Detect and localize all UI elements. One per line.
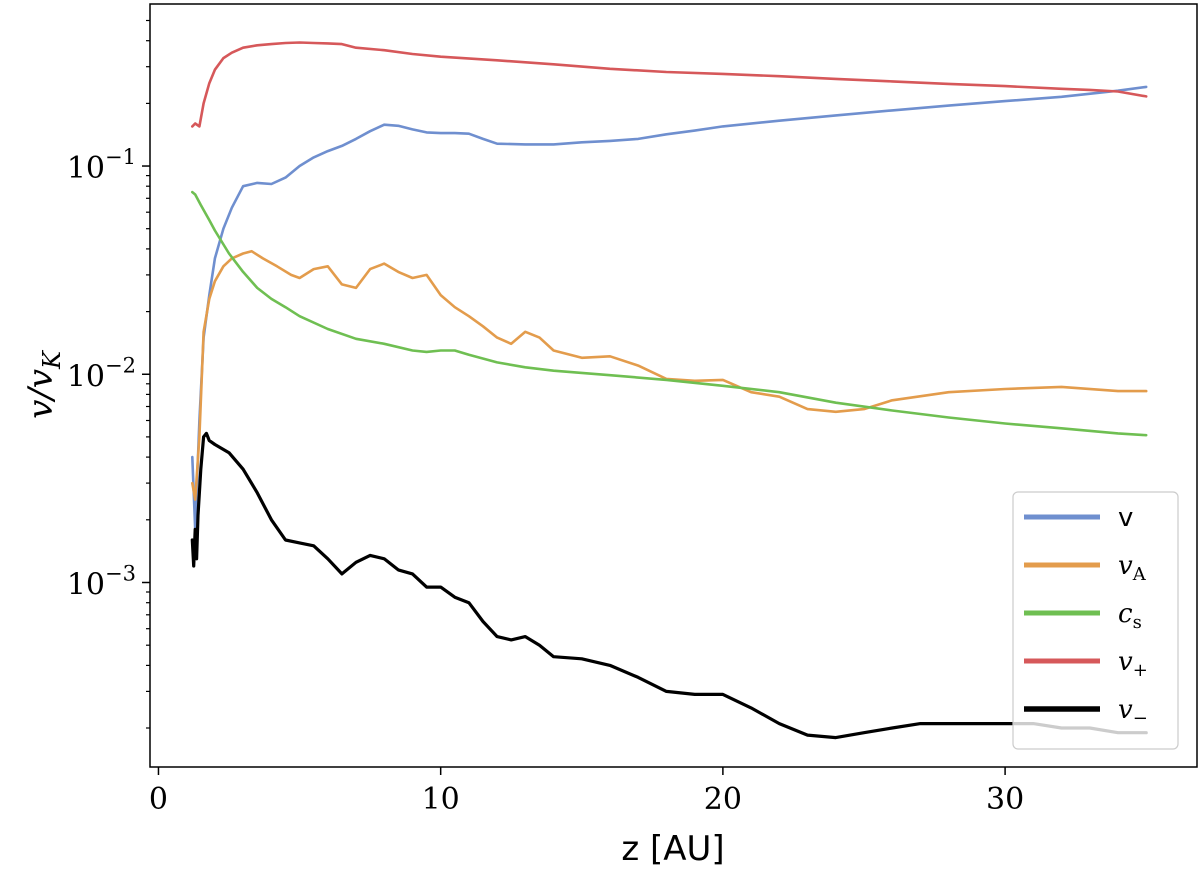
legend-label-2: cs — [1118, 599, 1142, 633]
x-axis-label: z [AU] — [621, 829, 724, 869]
y-axis-label: v/vK — [21, 349, 66, 419]
series-line-0 — [191, 85, 1148, 531]
legend-label-sub-1: A — [1132, 564, 1147, 585]
legend-label-1: vA — [1118, 551, 1147, 585]
x-tick-label-1: 10 — [422, 782, 460, 817]
y-tick-base-0: 10 — [67, 567, 105, 602]
y-tick-base-1: 10 — [67, 359, 105, 394]
y-tick-exp-2: −1 — [105, 145, 136, 169]
x-axis: 0 10 20 30 — [149, 767, 1024, 817]
y-tick-label-1: 10−2 — [67, 353, 136, 394]
legend-label-name-4: v — [1118, 695, 1133, 725]
x-tick-label-2: 20 — [704, 782, 742, 817]
legend-label-sub-2: s — [1133, 612, 1142, 633]
series-line-1 — [191, 249, 1148, 501]
legend-box — [1012, 491, 1179, 750]
plot-frame — [149, 3, 1198, 768]
legend-label-name-3: v — [1118, 647, 1133, 677]
y-tick-exp-0: −3 — [105, 561, 136, 585]
y-tick-label-2: 10−1 — [67, 145, 136, 186]
x-tick-label-3: 30 — [986, 782, 1024, 817]
legend-label-sub-3: + — [1133, 660, 1148, 681]
y-axis-label-sub: K — [38, 349, 66, 370]
legend-label-3: v+ — [1118, 647, 1148, 681]
legend-label-0: v — [1118, 503, 1133, 533]
legend-label-4: v− — [1118, 695, 1148, 729]
series-line-4 — [190, 431, 1148, 740]
legend-label-name-1: v — [1118, 551, 1133, 581]
legend-label-name-2: c — [1118, 599, 1133, 629]
y-tick-base-2: 10 — [67, 151, 105, 186]
series-layer — [190, 41, 1148, 740]
legend-label-sub-4: − — [1133, 708, 1148, 729]
y-tick-exp-1: −2 — [105, 353, 136, 377]
y-axis-label-base: v/v — [21, 369, 61, 419]
y-tick-label-0: 10−3 — [67, 561, 136, 602]
series-line-2 — [191, 190, 1148, 437]
x-tick-label-0: 0 — [149, 782, 168, 817]
y-axis: 10−310−210−1 — [67, 145, 150, 602]
legend-label-name-0: v — [1118, 503, 1133, 533]
series-line-3 — [191, 41, 1148, 128]
